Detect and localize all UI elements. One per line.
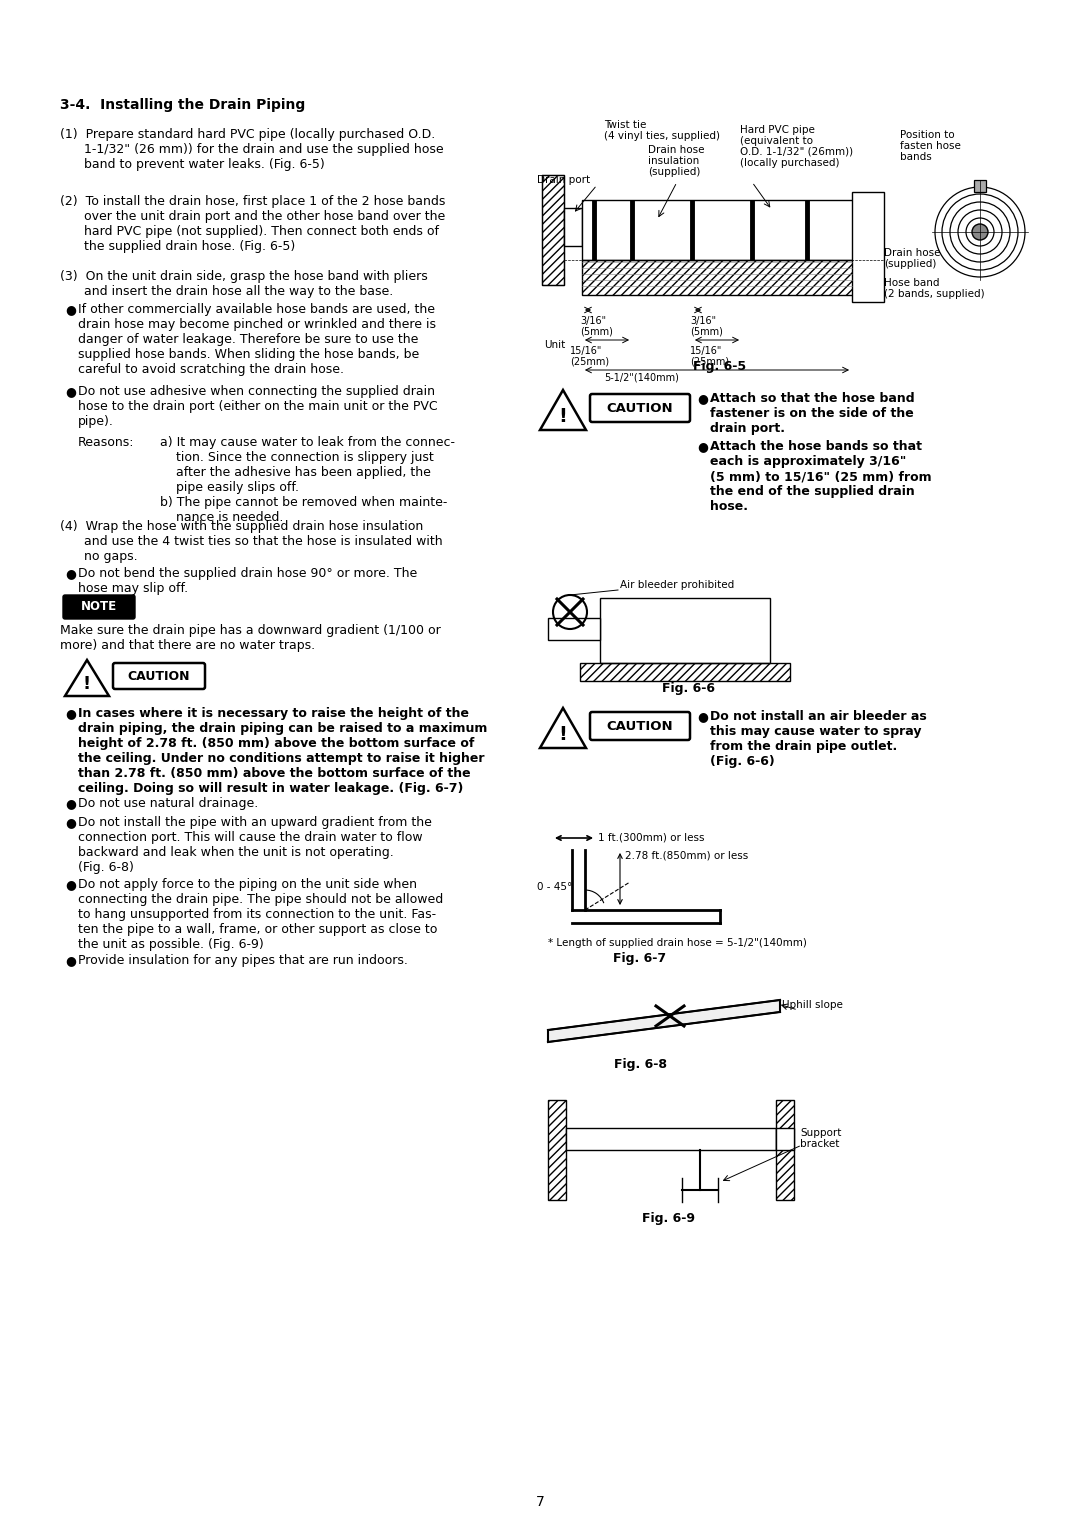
Bar (566, 1128, 777, 1151)
Text: Support: Support (800, 1128, 841, 1138)
Text: * Length of supplied drain hose = 5-1/2"(140mm): * Length of supplied drain hose = 5-1/2"… (548, 938, 807, 947)
Text: ●: ● (697, 440, 707, 452)
Text: Uphill slope: Uphill slope (782, 999, 842, 1010)
Text: ●: ● (65, 816, 76, 830)
Text: Drain port: Drain port (537, 176, 590, 185)
Text: (supplied): (supplied) (648, 167, 700, 177)
Text: Hard PVC pipe: Hard PVC pipe (740, 125, 815, 134)
Text: Do not install an air bleeder as
this may cause water to spray
from the drain pi: Do not install an air bleeder as this ma… (710, 711, 927, 769)
Text: Fig. 6-5: Fig. 6-5 (693, 361, 746, 373)
Text: 15/16": 15/16" (690, 345, 723, 356)
FancyBboxPatch shape (63, 594, 135, 619)
Text: Drain hose: Drain hose (648, 145, 704, 154)
Text: bracket: bracket (800, 1138, 839, 1149)
Text: ●: ● (65, 953, 76, 967)
Text: (4)  Wrap the hose with the supplied drain hose insulation
      and use the 4 t: (4) Wrap the hose with the supplied drai… (60, 520, 443, 562)
FancyBboxPatch shape (590, 712, 690, 740)
Text: (equivalent to: (equivalent to (740, 136, 813, 147)
Text: b) The pipe cannot be removed when mainte-
    nance is needed.: b) The pipe cannot be removed when maint… (160, 497, 447, 524)
Text: 3/16": 3/16" (690, 316, 716, 325)
Text: Do not use adhesive when connecting the supplied drain
hose to the drain port (e: Do not use adhesive when connecting the … (78, 385, 437, 428)
Text: If other commercially available hose bands are used, the
drain hose may become p: If other commercially available hose ban… (78, 303, 436, 376)
Text: CAUTION: CAUTION (607, 720, 673, 732)
Text: Fig. 6-9: Fig. 6-9 (642, 1212, 694, 1225)
Text: NOTE: NOTE (81, 601, 117, 614)
Text: Drain hose: Drain hose (885, 248, 941, 258)
Text: In cases where it is necessary to raise the height of the
drain piping, the drai: In cases where it is necessary to raise … (78, 707, 487, 795)
Text: (2)  To install the drain hose, first place 1 of the 2 hose bands
      over the: (2) To install the drain hose, first pla… (60, 196, 445, 254)
Text: Provide insulation for any pipes that are run indoors.: Provide insulation for any pipes that ar… (78, 953, 408, 967)
Text: CAUTION: CAUTION (127, 669, 190, 683)
Bar (548, 617, 600, 640)
Text: (25mm): (25mm) (690, 356, 729, 367)
Text: Attach so that the hose band
fastener is on the side of the
drain port.: Attach so that the hose band fastener is… (710, 393, 915, 435)
Text: 7: 7 (536, 1494, 544, 1510)
Bar (580, 663, 789, 681)
Bar (542, 176, 564, 286)
Text: (4 vinyl ties, supplied): (4 vinyl ties, supplied) (604, 131, 720, 141)
Bar (852, 193, 885, 303)
Text: bands: bands (900, 151, 932, 162)
Text: Do not install the pipe with an upward gradient from the
connection port. This w: Do not install the pipe with an upward g… (78, 816, 432, 874)
Text: (2 bands, supplied): (2 bands, supplied) (885, 289, 985, 299)
Bar (777, 1100, 794, 1199)
Text: Reasons:: Reasons: (78, 435, 135, 449)
Text: a) It may cause water to leak from the connec-
    tion. Since the connection is: a) It may cause water to leak from the c… (160, 435, 455, 494)
Text: Fig. 6-8: Fig. 6-8 (613, 1057, 666, 1071)
Text: Make sure the drain pipe has a downward gradient (1/100 or
more) and that there : Make sure the drain pipe has a downward … (60, 623, 441, 652)
Text: ●: ● (65, 879, 76, 891)
Text: !: ! (558, 724, 567, 744)
Text: O.D. 1-1/32" (26mm)): O.D. 1-1/32" (26mm)) (740, 147, 853, 157)
Text: ●: ● (65, 707, 76, 720)
Text: (3)  On the unit drain side, grasp the hose band with pliers
      and insert th: (3) On the unit drain side, grasp the ho… (60, 270, 428, 298)
Circle shape (972, 225, 988, 240)
Text: ●: ● (65, 798, 76, 810)
Text: ●: ● (697, 711, 707, 723)
FancyBboxPatch shape (590, 394, 690, 422)
Text: ●: ● (65, 303, 76, 316)
Text: 2.78 ft.(850mm) or less: 2.78 ft.(850mm) or less (625, 850, 748, 860)
Text: Air bleeder prohibited: Air bleeder prohibited (620, 581, 734, 590)
Polygon shape (548, 999, 780, 1042)
Text: fasten hose: fasten hose (900, 141, 961, 151)
Bar (582, 260, 882, 295)
FancyBboxPatch shape (113, 663, 205, 689)
Bar (582, 200, 882, 260)
Text: Do not use natural drainage.: Do not use natural drainage. (78, 798, 258, 810)
Text: (locally purchased): (locally purchased) (740, 157, 839, 168)
Text: (5mm): (5mm) (690, 325, 723, 336)
Text: Attach the hose bands so that
each is approximately 3/16"
(5 mm) to 15/16" (25 m: Attach the hose bands so that each is ap… (710, 440, 932, 513)
Text: 3-4.  Installing the Drain Piping: 3-4. Installing the Drain Piping (60, 98, 306, 112)
Text: Fig. 6-6: Fig. 6-6 (661, 681, 715, 695)
Text: Unit: Unit (544, 341, 565, 350)
Text: Do not apply force to the piping on the unit side when
connecting the drain pipe: Do not apply force to the piping on the … (78, 879, 443, 952)
Text: (5mm): (5mm) (580, 325, 612, 336)
Bar (974, 180, 986, 193)
Text: ●: ● (65, 385, 76, 397)
Bar (777, 1128, 794, 1151)
Text: ●: ● (65, 567, 76, 581)
Text: (1)  Prepare standard hard PVC pipe (locally purchased O.D.
      1-1/32" (26 mm: (1) Prepare standard hard PVC pipe (loca… (60, 128, 444, 171)
Bar (548, 1100, 566, 1199)
Text: (25mm): (25mm) (570, 356, 609, 367)
Text: 5-1/2"(140mm): 5-1/2"(140mm) (605, 373, 679, 384)
Text: !: ! (558, 406, 567, 425)
Text: Hose band: Hose band (885, 278, 940, 287)
Text: !: ! (83, 675, 91, 694)
Bar (600, 597, 770, 663)
Text: 15/16": 15/16" (570, 345, 603, 356)
Text: CAUTION: CAUTION (607, 402, 673, 414)
Text: Fig. 6-7: Fig. 6-7 (613, 952, 666, 966)
Text: 3/16": 3/16" (580, 316, 606, 325)
Text: (supplied): (supplied) (885, 260, 936, 269)
Text: Position to: Position to (900, 130, 955, 141)
Text: 1 ft.(300mm) or less: 1 ft.(300mm) or less (598, 833, 704, 843)
Text: insulation: insulation (648, 156, 699, 167)
Bar (564, 208, 582, 246)
Text: Do not bend the supplied drain hose 90° or more. The
hose may slip off.: Do not bend the supplied drain hose 90° … (78, 567, 417, 594)
Text: ●: ● (697, 393, 707, 405)
Text: Twist tie: Twist tie (604, 121, 646, 130)
Text: 0 - 45°: 0 - 45° (537, 882, 572, 892)
